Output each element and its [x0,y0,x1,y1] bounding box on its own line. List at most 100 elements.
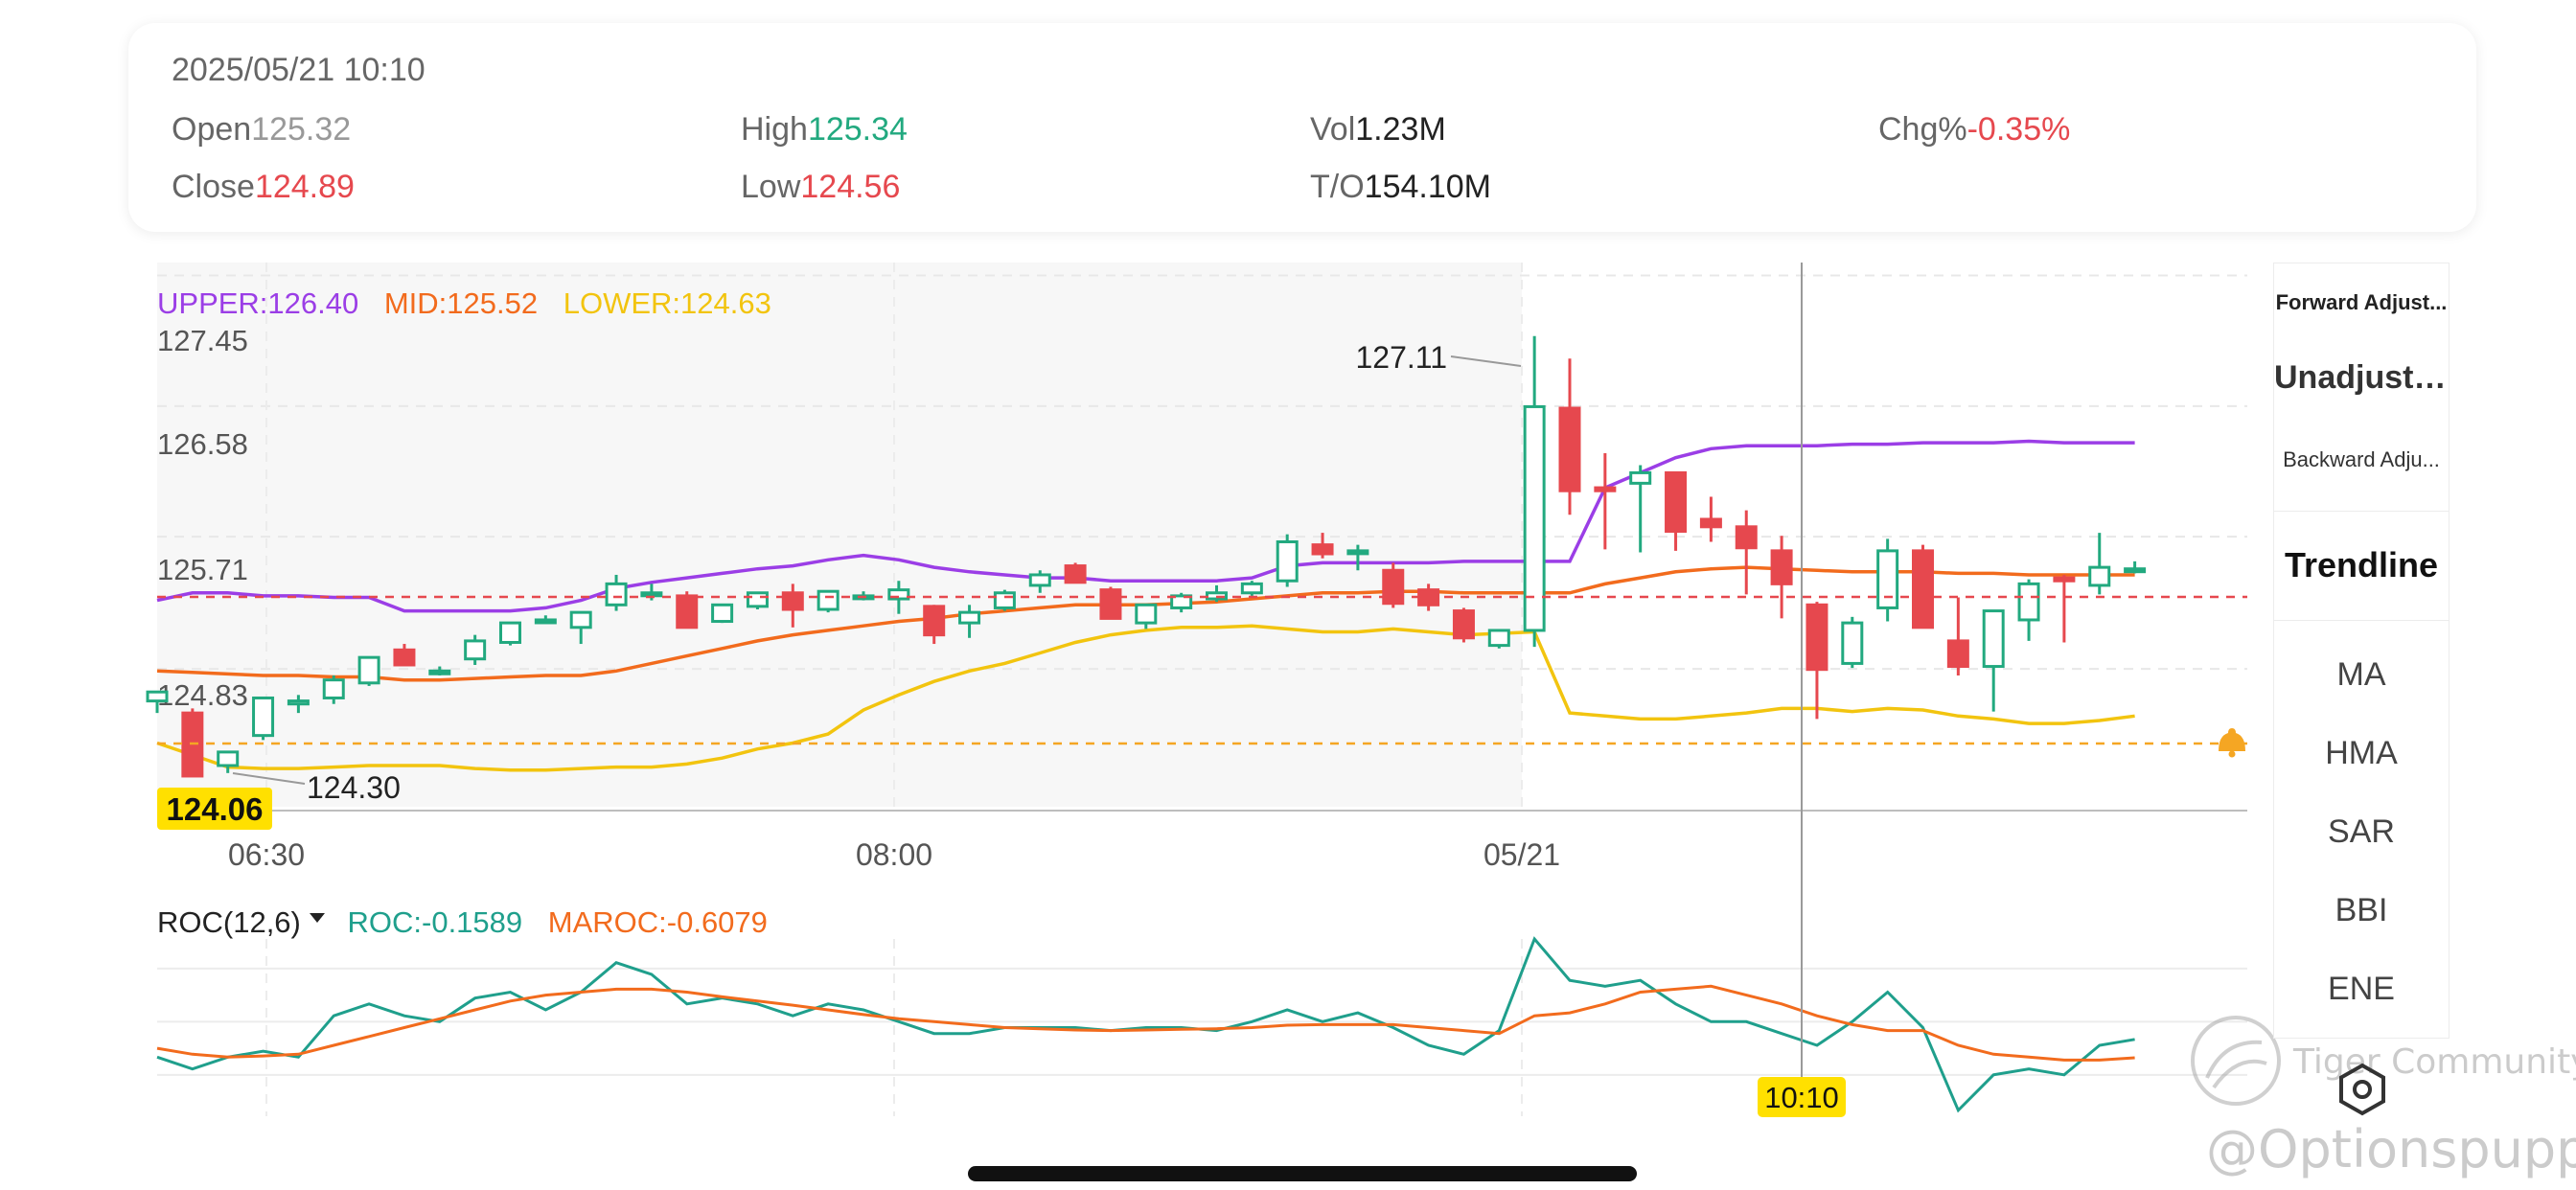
candle [1770,536,1793,619]
maroc-value-label: MAROC:-0.6079 [548,905,768,939]
candle [393,644,416,667]
candle-body [534,618,557,625]
chart-settings-icon[interactable] [2334,1062,2390,1117]
candle-body [1170,594,1193,609]
candle-body [1770,549,1793,585]
candle-body [252,696,275,738]
candle [534,615,557,625]
candle [1382,562,1405,608]
candle [357,655,380,686]
close-cell: Close124.89 [172,169,355,206]
candle [1841,616,1864,669]
candle [2017,579,2040,641]
candle [1064,562,1087,584]
candle-body [993,591,1016,609]
candle-body [1311,543,1334,556]
turnover-cell: T/O154.10M [1310,169,1491,206]
candle-body [2053,576,2076,583]
candle [993,589,1016,611]
candle-body [1487,629,1510,648]
candle [1982,609,2005,712]
unadjusted-option[interactable]: Unadjusted [2274,359,2449,396]
candle-body [1240,582,1263,595]
vol-label: Vol [1310,111,1356,148]
candle [569,610,592,645]
candle-body [428,669,451,675]
home-indicator[interactable] [968,1166,1637,1181]
candle-body [816,589,840,611]
candle [1170,592,1193,613]
turnover-value: 154.10M [1364,169,1491,205]
roc-dropdown-icon[interactable] [310,913,325,923]
candle-body [640,591,663,598]
candle [1311,533,1334,559]
candle [1452,607,1475,643]
indicator-ma[interactable]: MA [2336,656,2386,693]
candle-body [1346,549,1369,556]
current-price-badge-text: 124.06 [167,791,264,827]
candle [1876,538,1899,622]
candle [2053,574,2076,643]
chg-value: -0.35% [1966,111,2071,148]
candle-body [569,610,592,629]
candle [816,589,840,613]
candle [1912,544,1934,629]
boll-upper-line [156,439,2135,613]
high-marker-label: 127.11 [1356,340,1448,375]
candle-body [1594,486,1617,492]
candle [2088,533,2111,595]
candle [1558,358,1581,515]
candle [1806,602,1828,720]
candle-body [1629,470,1652,485]
backward-adjusted-option[interactable]: Backward Adju... [2283,447,2440,471]
candle-body [1665,470,1688,534]
forward-adjusted-option[interactable]: Forward Adjust... [2275,290,2448,314]
low-marker-label: 124.30 [307,770,401,805]
candle-body [1806,603,1828,672]
candle-body [217,750,240,767]
boll-legend: UPPER:126.40 MID:125.52 LOWER:124.63 [157,286,771,320]
candle-body [1841,621,1864,665]
candle-body [1946,639,1969,669]
candle [252,696,275,741]
candle-body [1452,609,1475,640]
boll-lower-label: LOWER:124.63 [564,286,771,320]
open-label: Open [172,111,252,148]
roc-title[interactable]: ROC(12,6) [157,905,301,939]
candle-body [1523,404,1546,632]
indicator-hma[interactable]: HMA [2325,735,2398,771]
chart-side-panel: Forward Adjust... Unadjusted Backward Ad… [2273,263,2450,1039]
low-value: 124.56 [800,169,901,205]
low-marker-leader [232,772,306,785]
candle-body [1876,549,1899,609]
candle [1276,534,1299,587]
candle [1240,581,1263,596]
candle-body [1028,573,1051,587]
indicator-sar[interactable]: SAR [2328,813,2395,850]
side-divider-2 [2274,620,2449,621]
alert-bell-icon[interactable] [2219,728,2245,758]
indicator-ene[interactable]: ENE [2328,971,2395,1007]
candle-body [746,591,769,608]
candle [217,750,240,773]
boll-lower-line [156,624,2135,772]
vol-value: 1.23M [1355,111,1446,148]
candle-body [781,591,804,611]
candle-body [2017,582,2040,622]
candle [287,695,310,714]
roc-value-label: ROC:-0.1589 [348,905,523,939]
candle-body [2124,567,2147,574]
high-value: 125.34 [807,111,908,148]
trendline-option[interactable]: Trendline [2284,545,2439,584]
price-tick-2: 126.58 [157,427,248,461]
side-divider-1 [2274,511,2449,512]
roc-grid [157,939,2247,1116]
time-tick-3: 05/21 [1484,837,1560,872]
candle [958,605,981,638]
candle [1665,470,1688,551]
high-marker-leader [1450,355,1522,367]
indicator-bbi[interactable]: BBI [2334,892,2388,928]
candle [711,603,734,624]
candle-body [1735,525,1758,550]
